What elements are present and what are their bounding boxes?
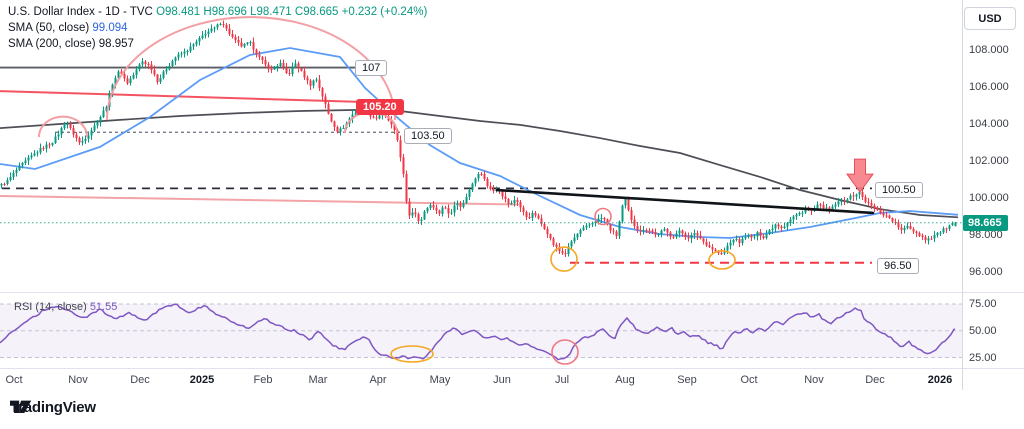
rsi-axis-label: 25.00 [969,351,997,364]
time-axis-label: Jul [554,374,570,386]
ohlc-low-value: 98.471 [256,6,292,18]
time-axis-label: Oct [740,374,758,386]
axis-separator [0,368,1024,369]
price-axis-border[interactable] [962,0,963,390]
rsi-band [0,304,962,358]
currency-button[interactable]: USD [964,7,1016,30]
annotation-rsi-jul-low [551,339,579,365]
sma200-label: SMA (200, close) [8,38,96,50]
sma50-legend-row[interactable]: SMA (50, close) 99.094 [8,20,427,36]
sma200-value: 98.957 [98,38,134,50]
symbol-legend-row[interactable]: U.S. Dollar Index - 1D - TVC O98.481 H98… [8,4,427,20]
time-axis-label: 2025 [189,374,215,386]
tradingview-logo-icon [10,400,32,414]
sma50-line [0,47,959,239]
time-axis-label: Oct [5,374,23,386]
rsi-axis-label: 50.00 [969,324,997,337]
ohlc-high-value: 98.696 [211,6,247,18]
pane-separator[interactable] [0,292,1024,293]
level-label-r107[interactable]: 107 [355,59,388,76]
tradingview-logo[interactable]: TradingView [10,399,96,416]
down-arrow-annotation [846,158,874,193]
ohlc-close-value: 98.665 [303,6,339,18]
sma200-legend-row[interactable]: SMA (200, close) 98.957 [8,36,427,52]
price-axis-label: 106.000 [969,81,1009,93]
price-axis-label: 108.000 [969,44,1009,56]
time-axis-label: Dec [865,374,885,386]
time-axis-label: May [429,374,451,386]
level-label-s965[interactable]: 96.50 [877,257,919,274]
annotation-aug-high-circle [594,207,612,226]
annotation-jul-low-circle [550,246,578,272]
rsi-pane-canvas[interactable] [0,293,962,368]
sma50-value: 99.094 [92,22,128,34]
price-axis-label: 98.000 [969,229,1003,241]
time-axis-label: Sep [677,374,697,386]
rsi-value: 51.55 [89,301,118,313]
symbol-legend: U.S. Dollar Index - 1D - TVC O98.481 H98… [8,4,427,52]
time-axis-label: 2026 [927,374,953,386]
time-axis-label: Jun [493,374,511,386]
time-axis-label: Aug [615,374,635,386]
trendline-label-res-upper[interactable]: 105.20 [356,98,404,115]
trendline-down-trendline [495,188,875,215]
annotation-arc-arc-nov24 [38,115,88,137]
change-value: +0.232 (+0.24%) [341,6,428,18]
rsi-label: RSI (14, close) [14,301,87,313]
sma50-label: SMA (50, close) [8,22,90,34]
price-axis-label: 100.000 [969,192,1009,204]
ohlc-low-label: L [250,6,257,18]
time-axis-label: Feb [253,374,273,386]
time-axis-label: Nov [804,374,824,386]
ohlc-high-label: H [203,6,212,18]
level-label-r1005[interactable]: 100.50 [875,182,923,199]
annotation-rsi-apr-lows [390,345,434,363]
sma200-line [0,109,959,219]
price-axis-label: 102.000 [969,155,1009,167]
tradingview-logo-text: TradingView [10,399,96,416]
time-axis-label: Dec [130,374,150,386]
rsi-legend[interactable]: RSI (14, close) 51.55 [14,301,117,313]
candlestick-series [0,20,957,257]
time-axis-label: Apr [369,374,387,386]
rsi-line [0,303,956,361]
rsi-axis-label: 75.00 [969,298,997,310]
ohlc-close-label: C [294,6,304,18]
ohlc-open-label: O [156,6,166,18]
time-axis-label: Nov [68,374,88,386]
last-price-badge: 98.665 [963,214,1008,231]
time-axis-label: Mar [308,374,328,386]
level-label-r1035[interactable]: 103.50 [404,128,452,145]
price-axis-label: 96.000 [969,266,1003,278]
symbol-title[interactable]: U.S. Dollar Index - 1D - TVC [8,6,153,18]
price-axis-label: 104.000 [969,118,1009,130]
annotation-sep-low-circle [708,250,736,270]
trendline-res-lower [0,194,519,206]
ohlc-open-value: 98.481 [165,6,201,18]
